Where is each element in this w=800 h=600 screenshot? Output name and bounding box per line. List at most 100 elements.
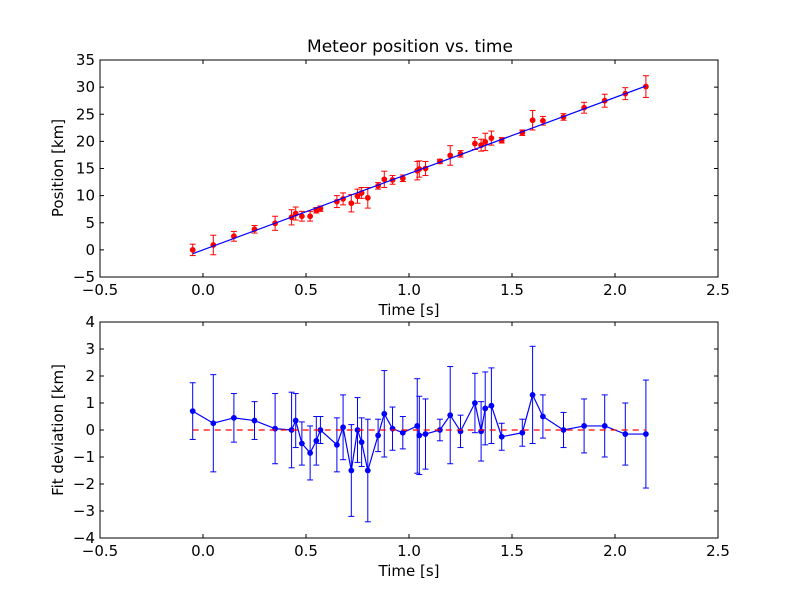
deviation-data-point <box>381 370 388 458</box>
data-marker <box>381 410 388 417</box>
deviation-data-point <box>601 394 608 458</box>
deviation-data-point <box>416 395 423 476</box>
deviation-x-tick-label: 1.0 <box>397 542 421 560</box>
position-x-tick-label: 2.0 <box>603 281 627 299</box>
data-marker <box>292 417 299 424</box>
data-marker <box>354 193 361 200</box>
deviation-y-tick-label: −2 <box>73 475 95 493</box>
deviation-x-tick-label: 1.5 <box>500 542 524 560</box>
deviation-data-point <box>478 401 485 462</box>
data-marker <box>307 213 314 220</box>
position-y-tick-label: −5 <box>73 268 95 286</box>
deviation-data-point <box>298 421 305 466</box>
position-x-tick-label: 0.0 <box>191 281 215 299</box>
position-marks <box>189 75 649 257</box>
deviation-x-tick-label: 0.0 <box>191 542 215 560</box>
data-marker <box>498 433 505 440</box>
data-marker <box>581 423 587 429</box>
data-marker <box>298 213 305 220</box>
data-marker <box>488 402 495 409</box>
data-marker <box>447 152 454 159</box>
data-marker <box>375 432 382 439</box>
deviation-data-point <box>519 418 526 447</box>
deviation-data-point <box>364 418 371 523</box>
data-marker <box>348 467 355 474</box>
data-marker <box>313 437 320 444</box>
data-marker <box>519 429 526 436</box>
deviation-data-point <box>307 425 314 481</box>
deviation-y-tick-label: 0 <box>85 421 95 439</box>
deviation-y-tick-label: 1 <box>85 394 95 412</box>
data-marker <box>364 467 371 474</box>
position-data-point <box>298 210 305 222</box>
deviation-data-point <box>622 402 629 466</box>
deviation-panel: −0.5 0.0 0.5 1.0 1.5 2.0 2.5 −4 −3 −2 −1 0 1 2 3 4 Tim… <box>49 313 730 580</box>
position-x-ticks: −0.5 0.0 0.5 1.0 1.5 2.0 2.5 <box>82 60 730 299</box>
position-data-point <box>307 210 314 222</box>
deviation-data-point <box>230 393 237 443</box>
data-marker <box>482 405 489 412</box>
position-y-tick-label: 25 <box>76 105 95 123</box>
data-marker <box>307 450 314 456</box>
data-marker <box>189 408 196 415</box>
deviation-x-ticks: −0.5 0.0 0.5 1.0 1.5 2.0 2.5 <box>82 322 730 560</box>
deviation-marks <box>189 345 649 523</box>
deviation-data-point <box>292 393 299 449</box>
position-data-point <box>529 109 536 131</box>
data-marker <box>416 432 423 439</box>
position-y-tick-label: 15 <box>76 160 95 178</box>
deviation-data-point <box>471 372 478 434</box>
position-data-point <box>436 158 443 165</box>
deviation-data-point <box>642 379 649 489</box>
data-marker <box>447 412 454 419</box>
data-marker <box>643 431 649 437</box>
position-data-point <box>482 132 489 152</box>
deviation-data-point <box>358 417 365 467</box>
data-marker <box>488 135 495 142</box>
deviation-x-tick-label: −0.5 <box>82 542 118 560</box>
fit-line <box>192 85 647 255</box>
deviation-data-point <box>529 345 536 444</box>
position-y-tick-label: 30 <box>76 78 95 96</box>
deviation-data-point <box>422 398 429 470</box>
data-marker <box>540 117 546 124</box>
position-data-point <box>471 137 478 151</box>
data-marker <box>334 441 340 448</box>
deviation-y-tick-label: 4 <box>85 313 95 331</box>
deviation-series-line <box>192 393 646 471</box>
deviation-x-tick-label: 0.5 <box>294 542 318 560</box>
deviation-x-axis-label: Time [s] <box>378 562 440 580</box>
deviation-x-tick-label: 2.5 <box>706 542 730 560</box>
data-marker <box>358 439 365 446</box>
position-y-ticks: −5 0 5 10 15 20 25 30 35 <box>73 51 718 286</box>
deviation-y-tick-label: −4 <box>73 529 95 547</box>
data-marker <box>251 417 258 424</box>
deviation-data-point <box>210 374 217 473</box>
deviation-data-point <box>488 367 495 444</box>
data-marker <box>472 140 478 147</box>
deviation-y-ticks: −4 −3 −2 −1 0 1 2 3 4 <box>73 313 718 547</box>
deviation-data-point <box>447 366 454 465</box>
data-marker <box>622 431 629 437</box>
deviation-y-tick-label: 3 <box>85 340 95 358</box>
data-marker <box>381 176 388 183</box>
deviation-data-point <box>313 416 320 466</box>
position-panel: Meteor position vs. time −0.5 0.0 0.5 1.0 1.… <box>49 37 730 319</box>
position-x-tick-label: 1.0 <box>397 281 421 299</box>
deviation-y-tick-label: 2 <box>85 367 95 385</box>
data-marker <box>422 431 429 437</box>
data-marker <box>348 200 355 207</box>
position-x-tick-label: 1.5 <box>500 281 524 299</box>
deviation-data-point <box>340 394 347 461</box>
deviation-y-tick-label: −3 <box>73 502 95 520</box>
deviation-data-point <box>498 422 505 451</box>
data-marker <box>472 400 478 406</box>
position-y-axis-label: Position [km] <box>49 119 67 217</box>
deviation-y-axis-label: Fit deviation [km] <box>49 364 67 496</box>
data-marker <box>210 420 217 427</box>
position-x-tick-label: −0.5 <box>82 281 118 299</box>
position-y-tick-label: 5 <box>85 214 95 232</box>
data-marker <box>529 392 536 398</box>
